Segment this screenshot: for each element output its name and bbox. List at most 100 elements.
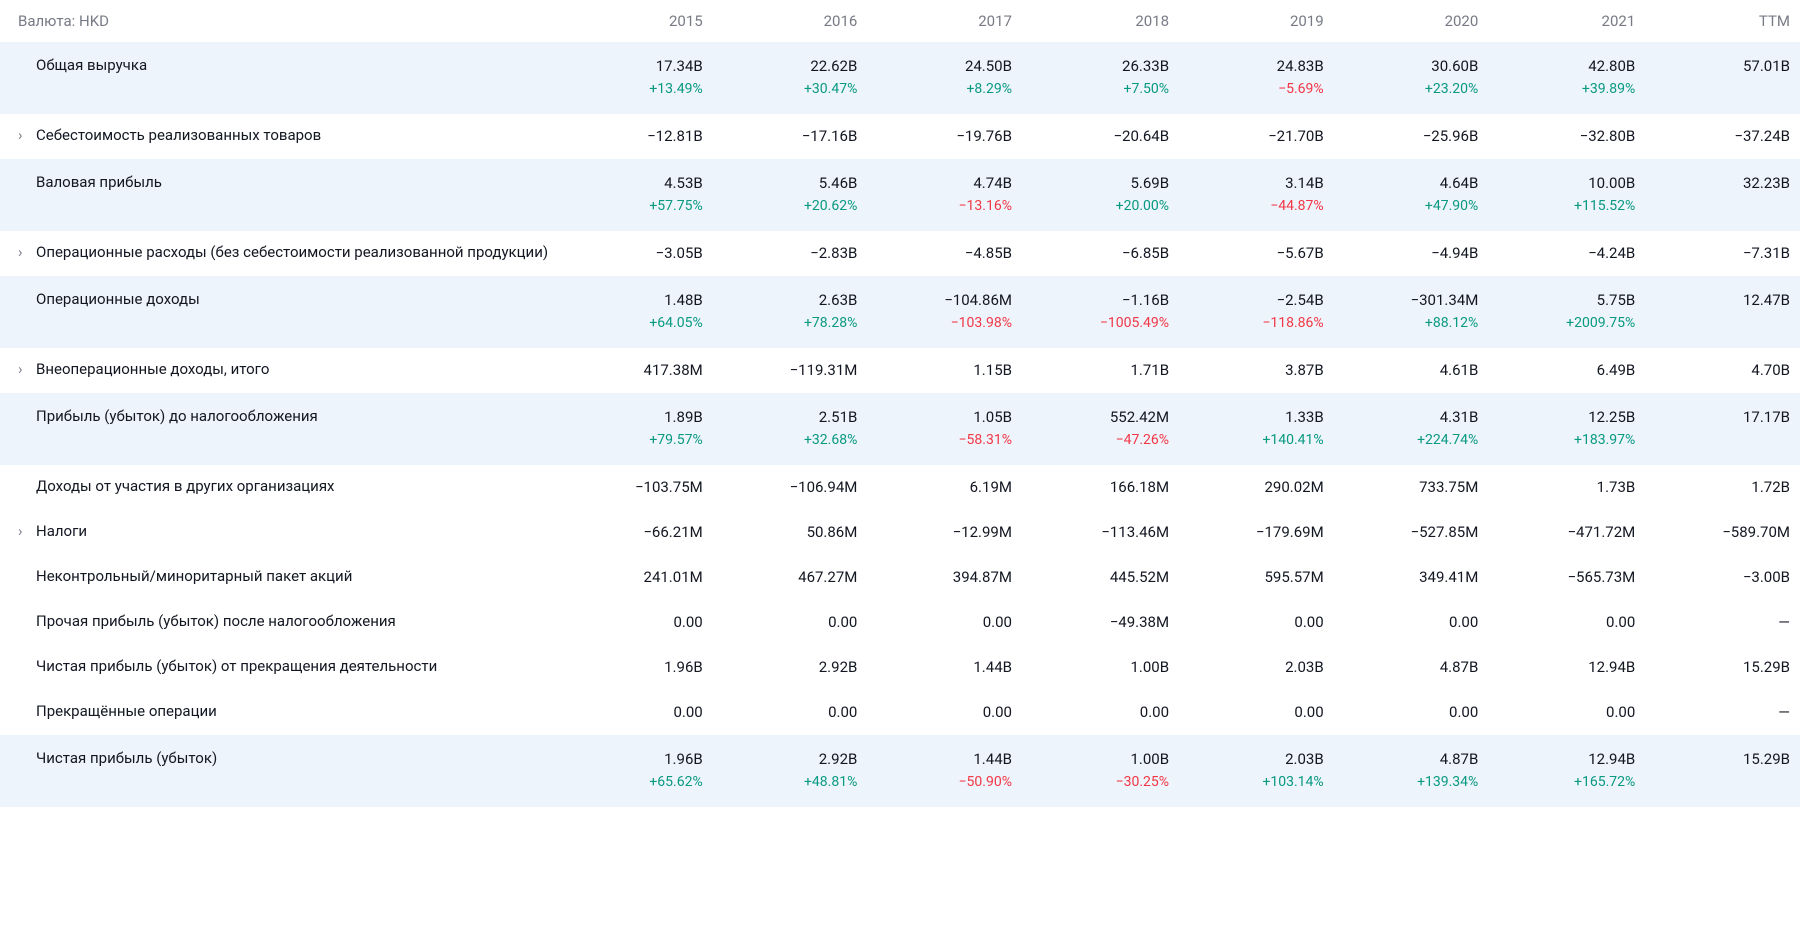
cell-value: 1.96B (568, 657, 703, 678)
data-cell: 595.57M (1179, 555, 1334, 600)
year-header[interactable]: 2018 (1022, 0, 1179, 42)
cell-value: 1.73B (1498, 477, 1635, 498)
data-cell: 0.00 (1488, 600, 1645, 645)
cell-delta: +165.72% (1498, 772, 1635, 793)
cell-value: 12.94B (1498, 749, 1635, 770)
table-row[interactable]: Налоги−66.21M50.86M−12.99M−113.46M−179.6… (0, 510, 1800, 555)
cell-value: 417.38M (568, 360, 703, 381)
cell-delta: +140.41% (1189, 430, 1324, 451)
data-cell: −2.83B (713, 231, 868, 276)
cell-delta: +7.50% (1032, 79, 1169, 100)
table-row: Операционные доходы1.48B+64.05%2.63B+78.… (0, 276, 1800, 348)
data-cell: −21.70B (1179, 114, 1334, 159)
data-cell: 0.00 (867, 690, 1022, 735)
year-header[interactable]: 2016 (713, 0, 868, 42)
cell-value: 290.02M (1189, 477, 1324, 498)
year-header[interactable]: TTM (1645, 0, 1800, 42)
cell-value: −66.21M (568, 522, 703, 543)
data-cell: 166.18M (1022, 465, 1179, 510)
data-cell: 1.96B (558, 645, 713, 690)
data-cell: 2.03B+103.14% (1179, 735, 1334, 807)
cell-value: — (1655, 612, 1790, 633)
cell-value: 10.00B (1498, 173, 1635, 194)
cell-value: 0.00 (1032, 702, 1169, 723)
cell-value: 24.83B (1189, 56, 1324, 77)
cell-value: 1.72B (1655, 477, 1790, 498)
data-cell: 0.00 (1488, 690, 1645, 735)
data-cell: −4.85B (867, 231, 1022, 276)
data-cell: −6.85B (1022, 231, 1179, 276)
data-cell: 3.87B (1179, 348, 1334, 393)
year-header[interactable]: 2020 (1334, 0, 1489, 42)
table-row: Доходы от участия в других организациях−… (0, 465, 1800, 510)
row-label[interactable]: Внеоперационные доходы, итого (0, 348, 558, 393)
row-label[interactable]: Себестоимость реализованных товаров (0, 114, 558, 159)
table-row[interactable]: Себестоимость реализованных товаров−12.8… (0, 114, 1800, 159)
year-header[interactable]: 2019 (1179, 0, 1334, 42)
cell-delta: +48.81% (723, 772, 858, 793)
cell-value: 0.00 (1498, 612, 1635, 633)
cell-value: 26.33B (1032, 56, 1169, 77)
cell-value: 2.51B (723, 407, 858, 428)
data-cell: 467.27M (713, 555, 868, 600)
cell-value: 1.96B (568, 749, 703, 770)
cell-delta: +39.89% (1498, 79, 1635, 100)
cell-value: −3.00B (1655, 567, 1790, 588)
data-cell: −49.38M (1022, 600, 1179, 645)
cell-value: −3.05B (568, 243, 703, 264)
data-cell: 5.69B+20.00% (1022, 159, 1179, 231)
cell-value: 0.00 (1344, 612, 1479, 633)
data-cell: 445.52M (1022, 555, 1179, 600)
row-label[interactable]: Операционные расходы (без себестоимости … (0, 231, 558, 276)
cell-value: 4.61B (1344, 360, 1479, 381)
cell-value: 6.49B (1498, 360, 1635, 381)
cell-value: 4.53B (568, 173, 703, 194)
cell-value: 0.00 (877, 702, 1012, 723)
data-cell: −3.00B (1645, 555, 1800, 600)
cell-value: −25.96B (1344, 126, 1479, 147)
cell-delta: +47.90% (1344, 196, 1479, 217)
cell-delta: −1005.49% (1032, 313, 1169, 334)
cell-value: 15.29B (1655, 657, 1790, 678)
cell-value: 57.01B (1655, 56, 1790, 77)
cell-delta: +23.20% (1344, 79, 1479, 100)
year-header[interactable]: 2015 (558, 0, 713, 42)
data-cell: 290.02M (1179, 465, 1334, 510)
data-cell: 552.42M−47.26% (1022, 393, 1179, 465)
row-label[interactable]: Налоги (0, 510, 558, 555)
cell-delta: −118.86% (1189, 313, 1324, 334)
cell-value: −20.64B (1032, 126, 1169, 147)
data-cell: 1.05B−58.31% (867, 393, 1022, 465)
data-cell: 1.72B (1645, 465, 1800, 510)
year-header[interactable]: 2017 (867, 0, 1022, 42)
year-header[interactable]: 2021 (1488, 0, 1645, 42)
cell-value: −12.99M (877, 522, 1012, 543)
cell-delta: +103.14% (1189, 772, 1324, 793)
table-row[interactable]: Внеоперационные доходы, итого417.38M−119… (0, 348, 1800, 393)
cell-value: −589.70M (1655, 522, 1790, 543)
row-label: Чистая прибыль (убыток) от прекращения д… (0, 645, 558, 690)
data-cell: 349.41M (1334, 555, 1489, 600)
cell-value: 445.52M (1032, 567, 1169, 588)
cell-value: 733.75M (1344, 477, 1479, 498)
data-cell: −37.24B (1645, 114, 1800, 159)
cell-value: 4.70B (1655, 360, 1790, 381)
cell-value: −4.94B (1344, 243, 1479, 264)
data-cell: −32.80B (1488, 114, 1645, 159)
cell-delta: −58.31% (877, 430, 1012, 451)
data-cell: −471.72M (1488, 510, 1645, 555)
data-cell: 26.33B+7.50% (1022, 42, 1179, 114)
data-cell: −4.94B (1334, 231, 1489, 276)
data-cell: −179.69M (1179, 510, 1334, 555)
cell-value: −2.83B (723, 243, 858, 264)
cell-value: −1.16B (1032, 290, 1169, 311)
data-cell: 2.92B (713, 645, 868, 690)
cell-value: 6.19M (877, 477, 1012, 498)
data-cell: −25.96B (1334, 114, 1489, 159)
table-row[interactable]: Операционные расходы (без себестоимости … (0, 231, 1800, 276)
row-label: Прекращённые операции (0, 690, 558, 735)
data-cell: 57.01B (1645, 42, 1800, 114)
data-cell: 15.29B (1645, 645, 1800, 690)
cell-value: 4.74B (877, 173, 1012, 194)
data-cell: 24.50B+8.29% (867, 42, 1022, 114)
